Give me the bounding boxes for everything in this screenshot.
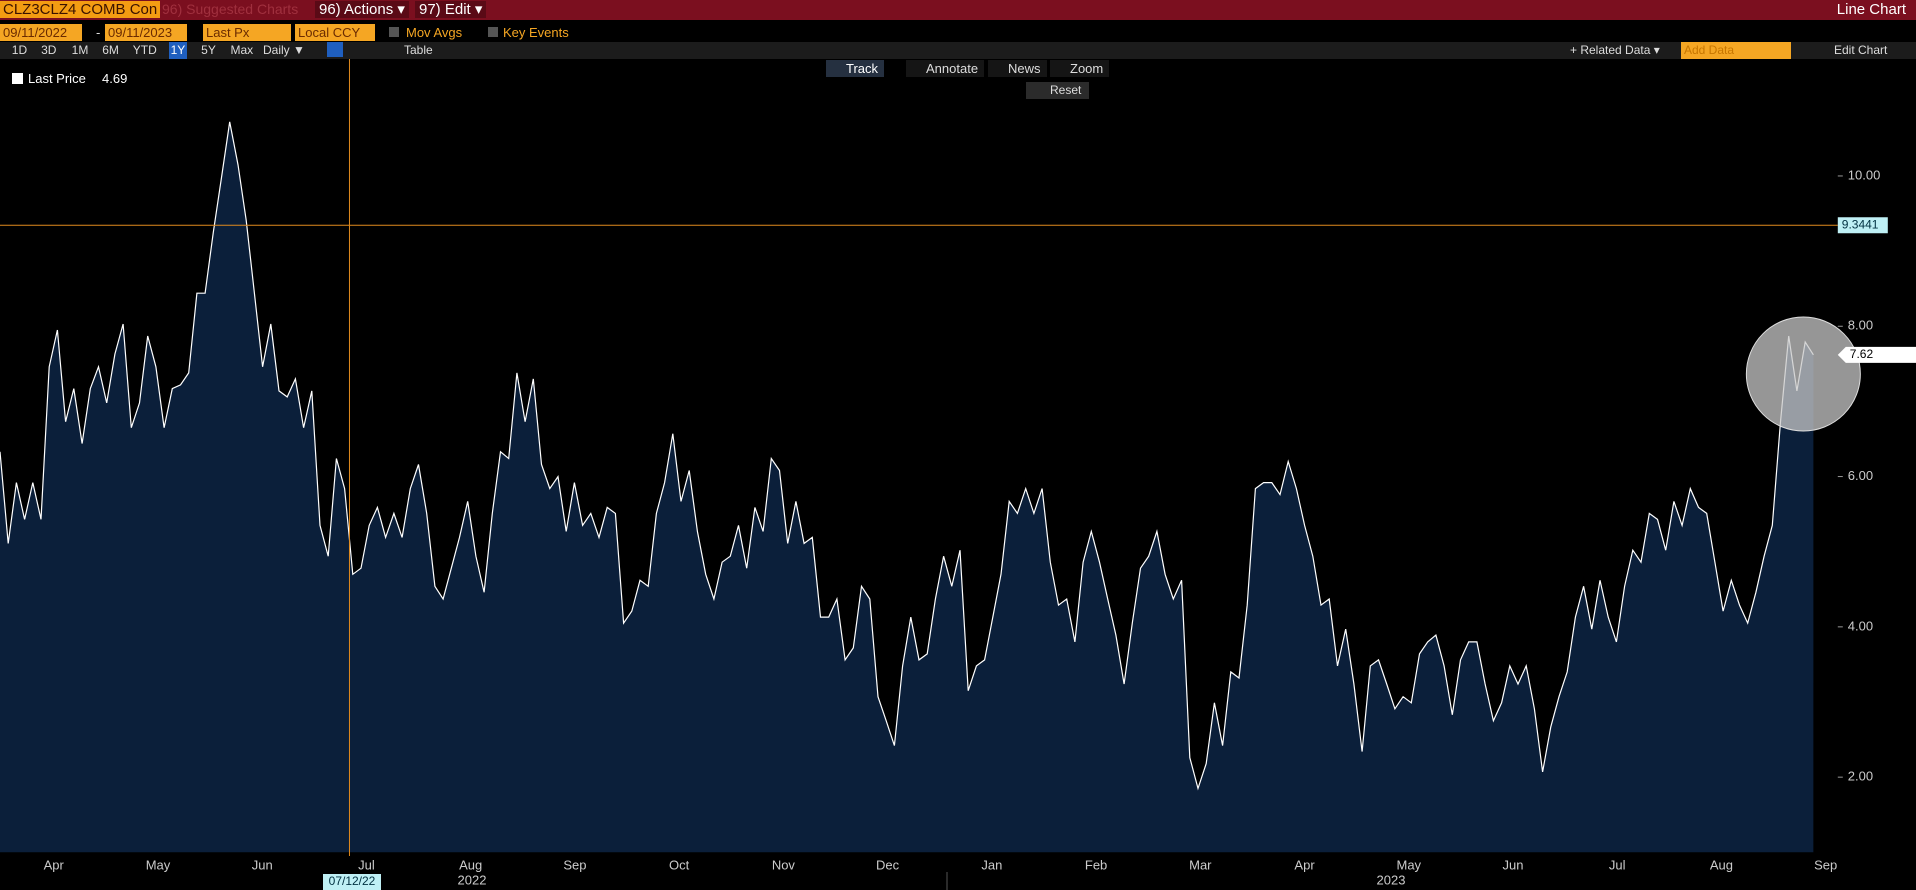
- related-data[interactable]: + Related Data ▾: [1570, 43, 1660, 57]
- y-tick-label: 10.00: [1848, 167, 1881, 182]
- period-bar: [0, 42, 1916, 59]
- frequency[interactable]: Daily ▼: [263, 43, 305, 57]
- x-tick-label: Jun: [252, 857, 273, 872]
- period-button[interactable]: YTD: [132, 43, 157, 57]
- chart-tool[interactable]: Zoom: [1050, 60, 1110, 77]
- period-button[interactable]: 5Y: [201, 43, 216, 57]
- x-tick-label: Dec: [876, 857, 900, 872]
- end-date[interactable]: 09/11/2023: [105, 24, 187, 41]
- reset-button[interactable]: Reset: [1026, 82, 1090, 99]
- period-button[interactable]: 1D: [11, 43, 28, 57]
- crosshair-value: 9.3441: [1842, 217, 1879, 231]
- actions-menu[interactable]: 96) Actions ▾: [315, 1, 409, 18]
- period-button[interactable]: 6M: [102, 43, 119, 57]
- line-icon[interactable]: [327, 42, 343, 57]
- x-tick-label: Aug: [459, 857, 482, 872]
- checkbox[interactable]: [488, 27, 498, 37]
- suggested-charts[interactable]: 96) Suggested Charts: [162, 1, 299, 17]
- security[interactable]: CLZ3CLZ4 COMB Con: [0, 1, 161, 18]
- crosshair-value-box: [1837, 217, 1888, 234]
- x-tick-label: Nov: [772, 857, 796, 872]
- x-tick-label: Sep: [563, 857, 586, 872]
- chart-tool[interactable]: News: [988, 60, 1047, 77]
- area: [0, 121, 1814, 853]
- chart-tool[interactable]: Track: [826, 60, 885, 77]
- start-date[interactable]: 09/11/2022: [0, 24, 82, 41]
- legend-value: 4.69: [102, 71, 128, 86]
- mov-avgs[interactable]: Mov Avgs: [406, 25, 463, 40]
- legend-swatch: [12, 73, 23, 84]
- x-year-label: 2023: [1377, 872, 1406, 887]
- period-button[interactable]: 1M: [71, 43, 89, 57]
- highlight-circle: [1745, 316, 1861, 432]
- x-tick-label: Mar: [1189, 857, 1212, 872]
- x-tick-label: Jan: [981, 857, 1002, 872]
- x-tick-label: May: [1396, 857, 1421, 872]
- x-tick-label: Apr: [44, 857, 65, 872]
- edit-chart[interactable]: Edit Chart: [1834, 43, 1888, 57]
- x-tick-label: May: [146, 857, 171, 872]
- x-year-label: 2022: [458, 872, 487, 887]
- table-button[interactable]: Table: [404, 43, 433, 57]
- checkbox[interactable]: [389, 27, 399, 37]
- last-value-pointer: [1837, 346, 1916, 363]
- edit-menu[interactable]: 97) Edit ▾: [415, 1, 487, 18]
- chart-tool[interactable]: Annotate: [906, 60, 985, 77]
- field-select[interactable]: Last Px: [203, 24, 291, 41]
- date-dash: -: [96, 25, 101, 40]
- x-tick-label: Feb: [1085, 857, 1107, 872]
- key-events[interactable]: Key Events: [503, 25, 569, 40]
- add-data[interactable]: Add Data: [1681, 42, 1791, 59]
- legend-label: Last Price: [28, 71, 86, 86]
- x-tick-label: Oct: [669, 857, 690, 872]
- x-tick-label: Sep: [1814, 857, 1837, 872]
- period-button[interactable]: Max: [230, 43, 254, 57]
- x-tick-label: Jul: [358, 857, 375, 872]
- last-value-label: 7.62: [1850, 347, 1874, 361]
- y-tick-label: 2.00: [1848, 769, 1873, 784]
- y-tick-label: 8.00: [1848, 318, 1873, 333]
- price-line: [0, 121, 1814, 791]
- crosshair-date-box: [323, 874, 381, 890]
- x-tick-label: Jul: [1609, 857, 1626, 872]
- view-name: Line Chart: [1836, 1, 1906, 18]
- crosshair-date: 07/12/22: [329, 874, 376, 888]
- currency-select[interactable]: Local CCY: [295, 24, 375, 41]
- x-tick-label: Jun: [1503, 857, 1524, 872]
- x-tick-label: Aug: [1710, 857, 1733, 872]
- y-tick-label: 4.00: [1848, 618, 1873, 633]
- x-tick-label: Apr: [1294, 857, 1315, 872]
- period-button[interactable]: 1Y: [168, 42, 188, 59]
- period-button[interactable]: 3D: [41, 43, 57, 57]
- y-tick-label: 6.00: [1848, 468, 1873, 483]
